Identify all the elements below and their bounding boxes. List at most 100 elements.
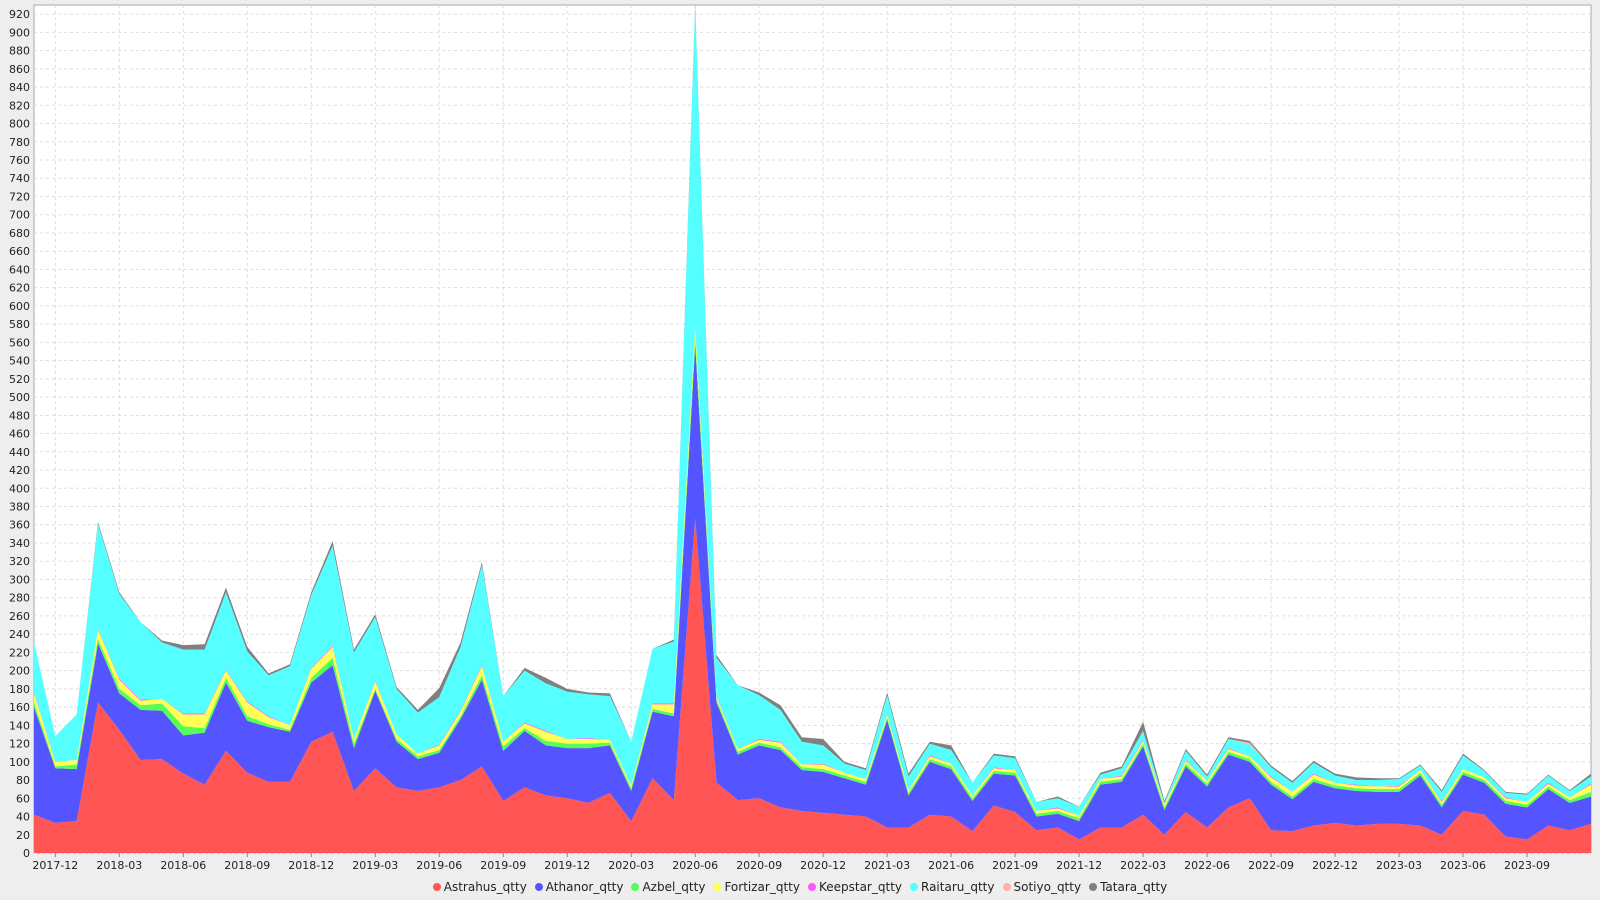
legend-item: Raitaru_qtty: [910, 880, 995, 894]
y-tick-label: 520: [9, 373, 30, 386]
legend-item: Fortizar_qtty: [713, 880, 800, 894]
y-tick-label: 260: [9, 610, 30, 623]
legend-swatch: [910, 883, 918, 891]
area-astrahus-qtty: [34, 518, 1591, 853]
x-tick-label: 2022-12: [1312, 859, 1358, 872]
y-tick-label: 220: [9, 646, 30, 659]
y-tick-label: 360: [9, 519, 30, 532]
y-tick-label: 480: [9, 409, 30, 422]
x-tick-label: 2021-12: [1056, 859, 1102, 872]
y-tick-label: 780: [9, 136, 30, 149]
x-tick-label: 2022-06: [1184, 859, 1230, 872]
y-tick-label: 200: [9, 665, 30, 678]
y-tick-label: 580: [9, 318, 30, 331]
x-tick-label: 2020-12: [800, 859, 846, 872]
legend-label: Keepstar_qtty: [818, 880, 902, 894]
y-tick-label: 440: [9, 446, 30, 459]
y-tick-label: 100: [9, 756, 30, 769]
x-tick-label: 2023-09: [1504, 859, 1550, 872]
x-axis-ticks: 2017-12 2018-03 2018-06 2018-09 2018-12 2019-…: [32, 853, 1550, 872]
stacked-area-chart: 0 20 40 60 80 100 120 140 160 180 200 220 240 260 280 3…: [9, 3, 1592, 872]
x-tick-label: 2019-03: [352, 859, 398, 872]
legend-item: Astrahus_qtty: [432, 880, 527, 894]
x-tick-label: 2023-03: [1376, 859, 1422, 872]
y-tick-label: 640: [9, 263, 30, 276]
y-tick-label: 900: [9, 26, 30, 39]
y-tick-label: 620: [9, 282, 30, 295]
series-areas: [34, 3, 1591, 853]
y-axis-ticks: 0 20 40 60 80 100 120 140 160 180 200 220 240 260 280 3…: [9, 8, 30, 860]
legend-swatch: [807, 883, 816, 891]
y-tick-label: 300: [9, 573, 30, 586]
y-tick-label: 720: [9, 190, 30, 203]
x-tick-label: 2022-09: [1248, 859, 1294, 872]
y-tick-label: 320: [9, 555, 30, 568]
y-tick-label: 820: [9, 99, 30, 112]
legend-label: Athanor_qtty: [545, 880, 624, 894]
x-tick-label: 2017-12: [32, 859, 78, 872]
x-tick-label: 2018-06: [160, 859, 206, 872]
legend-swatch: [713, 883, 722, 891]
x-tick-label: 2022-03: [1120, 859, 1166, 872]
y-tick-label: 80: [16, 774, 30, 787]
y-tick-label: 420: [9, 464, 30, 477]
y-tick-label: 500: [9, 391, 30, 404]
x-tick-label: 2018-03: [96, 859, 142, 872]
y-tick-label: 400: [9, 482, 30, 495]
y-tick-label: 160: [9, 701, 30, 714]
x-tick-label: 2018-12: [288, 859, 334, 872]
y-tick-label: 740: [9, 172, 30, 185]
legend-item: Athanor_qtty: [534, 880, 624, 894]
y-tick-label: 600: [9, 300, 30, 313]
legend-swatch: [1002, 883, 1011, 891]
x-tick-label: 2020-06: [672, 859, 718, 872]
y-tick-label: 460: [9, 428, 30, 441]
x-tick-label: 2020-03: [608, 859, 654, 872]
y-tick-label: 560: [9, 336, 30, 349]
x-tick-label: 2021-03: [864, 859, 910, 872]
legend-item: Tatara_qtty: [1089, 880, 1167, 894]
y-tick-label: 380: [9, 501, 30, 514]
x-tick-label: 2019-09: [480, 859, 526, 872]
y-tick-label: 700: [9, 209, 30, 222]
legend-label: Sotiyo_qtty: [1013, 880, 1082, 894]
y-tick-label: 20: [16, 829, 30, 842]
y-tick-label: 920: [9, 8, 30, 21]
y-tick-label: 120: [9, 738, 30, 751]
y-tick-label: 680: [9, 227, 30, 240]
y-tick-label: 540: [9, 355, 30, 368]
y-tick-label: 180: [9, 683, 30, 696]
legend-swatch: [631, 883, 640, 891]
x-tick-label: 2021-06: [928, 859, 974, 872]
y-tick-label: 760: [9, 154, 30, 167]
x-tick-label: 2021-09: [992, 859, 1038, 872]
x-tick-label: 2020-09: [736, 859, 782, 872]
y-tick-label: 60: [16, 792, 30, 805]
y-tick-label: 40: [16, 811, 30, 824]
legend-label: Azbel_qtty: [642, 880, 706, 894]
legend-label: Tatara_qtty: [1100, 880, 1168, 894]
legend-item: Keepstar_qtty: [807, 880, 902, 894]
x-tick-label: 2019-12: [544, 859, 590, 872]
y-tick-label: 800: [9, 118, 30, 131]
y-tick-label: 140: [9, 719, 30, 732]
legend-swatch: [534, 883, 543, 891]
y-tick-label: 880: [9, 45, 30, 58]
y-tick-label: 280: [9, 592, 30, 605]
legend: Astrahus_qtty Athanor_qtty Azbel_qtty Forti…: [0, 878, 1600, 896]
legend-label: Fortizar_qtty: [724, 880, 800, 894]
legend-item: Azbel_qtty: [631, 880, 705, 894]
x-tick-label: 2019-06: [416, 859, 462, 872]
legend-label: Raitaru_qtty: [921, 880, 995, 894]
x-tick-label: 2018-09: [224, 859, 270, 872]
y-tick-label: 840: [9, 81, 30, 94]
y-tick-label: 0: [23, 847, 30, 860]
legend-swatch: [432, 883, 441, 891]
y-tick-label: 340: [9, 537, 30, 550]
legend-swatch: [1089, 883, 1098, 891]
y-tick-label: 860: [9, 63, 30, 76]
x-tick-label: 2023-06: [1440, 859, 1486, 872]
legend-item: Sotiyo_qtty: [1002, 880, 1082, 894]
legend-label: Astrahus_qtty: [443, 880, 527, 894]
y-tick-label: 660: [9, 245, 30, 258]
